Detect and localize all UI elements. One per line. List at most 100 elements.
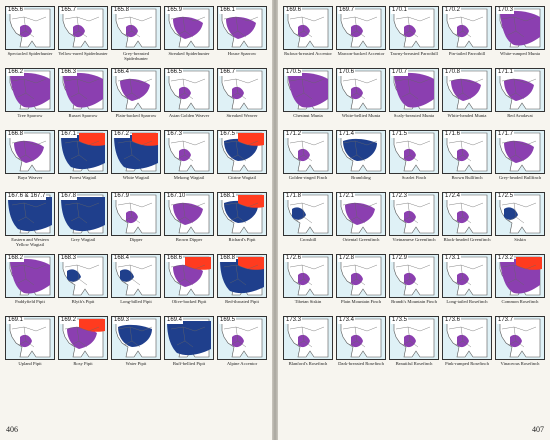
map-row: 166.8 Baya Weaver 167.1 Forest Wagtail 167.2… (5, 130, 267, 192)
map-row: 170.5 Chestnut Munia 170.6 White-bellied Mu… (283, 68, 545, 130)
map-number: 169.4 (166, 317, 184, 324)
distribution-map-cell: 169.1 Upland Pipit (5, 316, 55, 378)
species-caption: Crossbill (299, 237, 317, 242)
country-borders (223, 16, 259, 38)
species-caption: Tawny-breasted Parrotbill (390, 51, 438, 56)
distribution-map-cell: 173.5 Beautiful Rosefinch (389, 316, 439, 378)
map-svg (115, 194, 157, 234)
species-caption: Streaked Spiderhunter (168, 51, 210, 56)
breeding-range (238, 133, 264, 146)
resident-range (504, 140, 534, 163)
map-number: 170.7 (391, 69, 409, 76)
map-svg (393, 70, 435, 110)
map-svg (340, 318, 382, 358)
distribution-map: 169.3 (111, 316, 161, 360)
distribution-map-cell: 170.3 White-rumped Munia (495, 6, 545, 68)
species-caption: House Sparrow (227, 51, 257, 56)
map-svg (168, 132, 210, 172)
resident-range (173, 16, 203, 39)
breeding-range (132, 133, 158, 146)
species-caption: Asian Golden Weaver (168, 113, 210, 118)
map-svg (446, 318, 488, 358)
distribution-map: 168.3 (58, 254, 108, 298)
country-borders (11, 326, 47, 348)
distribution-map-cell: 166.2 Tree Sparrow (5, 68, 55, 130)
species-caption: Tibetan Siskin (294, 299, 322, 304)
species-caption: Vietnamese Greenfinch (392, 237, 436, 242)
map-svg (340, 8, 382, 48)
distribution-map-cell: 171.5 Scarlet Finch (389, 130, 439, 192)
map-svg (115, 256, 157, 296)
country-borders (11, 16, 47, 38)
distribution-map: 172.1 (336, 192, 386, 236)
country-borders (64, 140, 100, 162)
resident-range (394, 72, 434, 108)
distribution-map: 173.3 (283, 316, 333, 360)
country-borders (117, 140, 153, 162)
country-borders (395, 202, 431, 224)
country-borders (501, 202, 537, 224)
map-number: 171.7 (497, 131, 515, 138)
distribution-map: 172.9 (389, 254, 439, 298)
map-svg (220, 256, 264, 296)
map-svg (221, 318, 263, 358)
species-caption: Dipper (129, 237, 143, 242)
species-caption: Chestnut Munia (293, 113, 323, 118)
species-caption: Tree Sparrow (17, 113, 43, 118)
distribution-map-cell: 168.1 Richard's Pipit (217, 192, 267, 254)
distribution-map: 169.6 (283, 6, 333, 50)
species-caption: Brown Dipper (175, 237, 203, 242)
distribution-map: 166.1 (217, 6, 267, 50)
map-svg (287, 194, 329, 234)
distribution-map-cell: 171.8 Crossbill (283, 192, 333, 254)
map-number: 167.8 (60, 193, 78, 200)
distribution-map-cell: 170.1 Tawny-breasted Parrotbill (389, 6, 439, 68)
distribution-map: 171.8 (283, 192, 333, 236)
distribution-map-cell: 169.4 Buff-bellied Pipit (164, 316, 214, 378)
map-row: 169.1 Upland Pipit 169.2 Rosy Pipit 169.3 Wat… (5, 316, 267, 378)
distribution-map-cell: 173.2 Common Rosefinch (495, 254, 545, 316)
distribution-map-cell: 170.6 White-bellied Munia (336, 68, 386, 130)
country-borders (342, 326, 378, 348)
species-caption: Grey-headed Bullfinch (498, 175, 542, 180)
map-svg (9, 318, 51, 358)
map-number: 170.8 (444, 69, 462, 76)
map-svg (446, 194, 488, 234)
distribution-map-cell: 167.2 White Wagtail (111, 130, 161, 192)
distribution-map-cell: 172.9 Brandt's Mountain Finch (389, 254, 439, 316)
map-number: 171.8 (285, 193, 303, 200)
distribution-map: 172.4 (442, 192, 492, 236)
map-number: 173.1 (444, 255, 462, 262)
distribution-map-cell: 172.8 Plain Mountain Finch (336, 254, 386, 316)
distribution-map: 167.10 (164, 192, 214, 236)
map-svg (167, 318, 211, 358)
distribution-map-cell: 168.3 Blyth's Pipit (58, 254, 108, 316)
species-caption: Grey-breasted Spiderhunter (122, 51, 150, 62)
distribution-map-cell: 169.7 Maroon-backed Accentor (336, 6, 386, 68)
species-caption: Blanford's Rosefinch (288, 361, 328, 366)
distribution-map-cell: 166.8 Baya Weaver (5, 130, 55, 192)
distribution-map: 166.4 (111, 68, 161, 112)
distribution-map-cell: 169.6 Rufous-breasted Accentor (283, 6, 333, 68)
distribution-map: 167.3 (164, 130, 214, 174)
winter-range (167, 321, 211, 356)
map-svg (9, 256, 51, 296)
map-number: 172.1 (338, 193, 356, 200)
map-number: 168.3 (60, 255, 78, 262)
map-svg (62, 70, 104, 110)
map-number: 168.4 (113, 255, 131, 262)
distribution-map: 169.7 (336, 6, 386, 50)
map-number: 171.1 (497, 69, 515, 76)
resident-range (173, 264, 203, 287)
distribution-map-cell: 172.4 Black-headed Greenfinch (442, 192, 492, 254)
distribution-map-cell: 167.1 Forest Wagtail (58, 130, 108, 192)
species-caption: Eastern and Western Yellow Wagtail (11, 237, 49, 248)
distribution-map: 166.5 (164, 68, 214, 112)
species-caption: Richard's Pipit (228, 237, 256, 242)
country-borders (448, 202, 484, 224)
distribution-map-cell: 166.5 Asian Golden Weaver (164, 68, 214, 130)
country-borders (170, 326, 206, 348)
species-caption: Brambling (351, 175, 371, 180)
distribution-map: 165.9 (164, 6, 214, 50)
